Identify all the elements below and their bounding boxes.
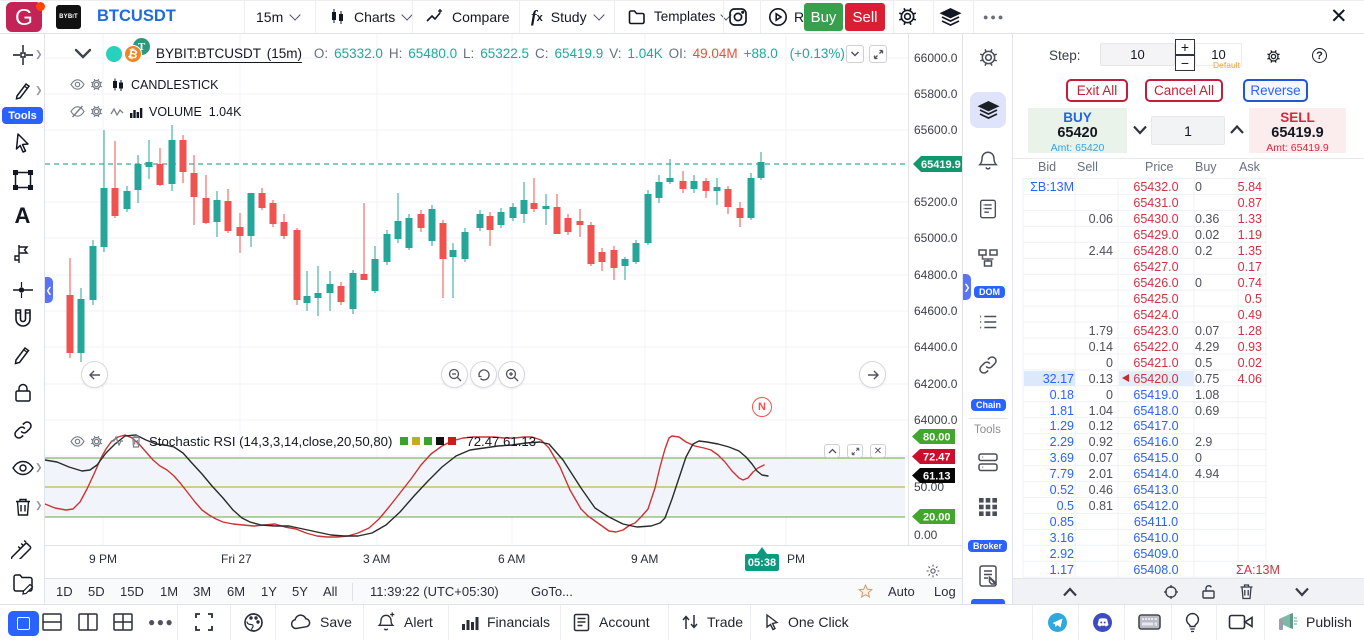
svg-text:65419.9: 65419.9 [921,159,961,171]
svg-text:80.00: 80.00 [923,432,951,444]
svg-text:72.47: 72.47 [923,452,951,464]
svg-text:20.00: 20.00 [923,512,951,524]
svg-text:61.13: 61.13 [923,471,951,483]
